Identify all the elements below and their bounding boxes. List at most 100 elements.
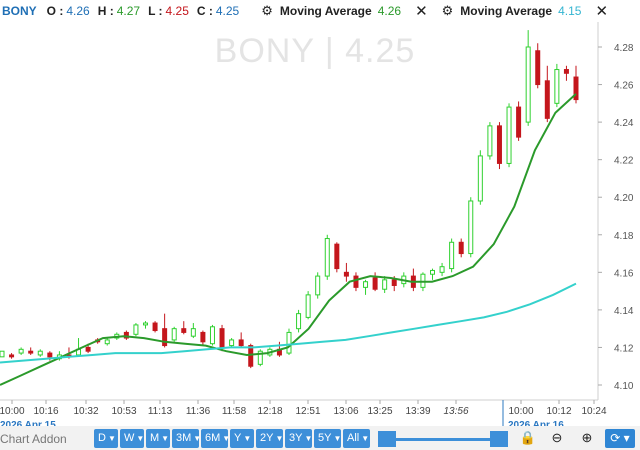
y-tick-label: 4.18 [614, 231, 634, 242]
candle-body [535, 50, 541, 86]
candle-body [238, 339, 244, 347]
x-tick-label: 13:06 [333, 406, 358, 417]
ma1-value: 4.26 [377, 4, 402, 18]
range-button-label: All [347, 432, 360, 444]
candle-body [343, 271, 349, 277]
x-tick-label: 10:24 [581, 406, 606, 417]
y-tick-label: 4.20 [614, 193, 634, 204]
candle-body [430, 269, 435, 275]
candle-body [143, 322, 148, 326]
x-tick-label: 11:13 [148, 406, 173, 417]
y-tick-label: 4.12 [614, 343, 634, 354]
caret-down-icon: ▼ [107, 434, 116, 443]
close-label: C : [196, 4, 213, 18]
range-button-2y[interactable]: 2Y ▼ [256, 429, 283, 448]
candle-body [200, 331, 206, 343]
x-tick-label: 13:56 [443, 406, 468, 417]
x-tick-label: 12:51 [295, 406, 320, 417]
y-tick-label: 4.26 [614, 81, 634, 92]
ma1-settings-gear-icon[interactable]: ⚙ [261, 3, 273, 18]
candle-body [487, 125, 493, 157]
range-button-m[interactable]: M ▼ [146, 429, 170, 448]
candle-body [353, 275, 359, 288]
moving-average-line [0, 282, 577, 364]
candle-body [382, 279, 388, 290]
caret-down-icon: ▼ [333, 434, 342, 443]
candle-body [391, 279, 397, 286]
range-button-label: 3Y [289, 432, 303, 444]
x-tick-label: 13:39 [405, 406, 430, 417]
x-tick-label: 11:58 [222, 406, 247, 417]
range-button-d[interactable]: D ▼ [94, 429, 118, 448]
range-button-all[interactable]: All ▼ [343, 429, 370, 448]
ma2-value: 4.15 [558, 4, 582, 18]
range-button-y[interactable]: Y ▼ [230, 429, 254, 448]
slider-track [378, 438, 508, 441]
candle-body [219, 328, 225, 348]
range-button-3m[interactable]: 3M ▼ [172, 429, 202, 448]
x-axis: 10:00 10:16 10:32 10:53 11:13 11:36 11:58 12:18… [0, 399, 607, 426]
candle-body [85, 346, 91, 352]
low-label: L : [148, 4, 163, 18]
x-tick-label: 10:32 [73, 406, 98, 417]
caret-down-icon: ▼ [193, 434, 202, 443]
candle-body [544, 80, 550, 119]
refresh-icon[interactable]: ⟳ ▾ [605, 429, 635, 448]
price-chart[interactable]: 4.10 4.12 4.14 4.16 4.18 4.20 4.22 4.24 4.26 4.28… [0, 22, 640, 426]
candle-body [439, 266, 445, 273]
candle-body [305, 294, 311, 318]
slider-left-handle[interactable] [378, 431, 396, 447]
ma2-settings-gear-icon[interactable]: ⚙ [441, 3, 454, 18]
x-tick-label: 10:00 [0, 406, 25, 417]
caret-down-icon: ▼ [222, 434, 231, 443]
candle-body [133, 324, 139, 335]
ma2-close-icon[interactable]: ✕ [595, 3, 609, 20]
y-tick-label: 4.28 [614, 43, 634, 54]
x-tick-label: 12:18 [257, 406, 282, 417]
candle-body [209, 326, 215, 345]
chart-addon-label[interactable]: Chart Addon [0, 432, 67, 446]
x-tick-label: 13:25 [367, 406, 392, 417]
slider-right-handle[interactable] [490, 431, 508, 447]
y-tick-label: 4.10 [614, 381, 634, 392]
moving-average-lines [0, 93, 577, 386]
candle-body [334, 243, 340, 270]
x-tick-label: 11:36 [186, 406, 211, 417]
ma1-label: Moving Average [279, 4, 372, 18]
high-label: H : [97, 4, 114, 18]
candle-body [315, 275, 321, 296]
caret-down-icon: ▼ [161, 434, 170, 443]
lock-icon[interactable]: 🔒 [519, 430, 537, 445]
x-tick-label: 10:12 [546, 406, 571, 417]
y-tick-label: 4.16 [614, 268, 634, 279]
ma1-close-icon[interactable]: ✕ [415, 3, 428, 20]
range-button-label: W [124, 432, 135, 444]
y-tick-label: 4.22 [614, 156, 634, 167]
candle-body [468, 200, 474, 255]
range-button-5y[interactable]: 5Y ▼ [314, 429, 341, 448]
candle-body [525, 46, 531, 123]
zoom-out-icon[interactable]: ⊖ [551, 430, 563, 445]
candle-body [257, 350, 263, 365]
candle-body [496, 125, 502, 164]
candle-body [104, 339, 110, 345]
candle-body [28, 350, 34, 354]
close-value: 4.25 [215, 4, 240, 18]
range-slider[interactable] [378, 430, 508, 448]
range-button-label: D [98, 432, 106, 444]
range-button-w[interactable]: W ▼ [120, 429, 144, 448]
open-value: 4.26 [66, 4, 90, 18]
candle-body [506, 106, 512, 164]
candle-body [9, 354, 15, 358]
range-button-3y[interactable]: 3Y ▼ [285, 429, 312, 448]
caret-down-icon: ▼ [304, 434, 313, 443]
symbol-watermark: BONY | 4.25 [214, 32, 416, 70]
open-label: O : [46, 4, 64, 18]
range-button-6m[interactable]: 6M ▼ [201, 429, 231, 448]
caret-down-icon: ▼ [243, 434, 252, 443]
candle-body [563, 69, 569, 74]
x-tick-label: 10:53 [111, 406, 136, 417]
zoom-in-icon[interactable]: ⊕ [581, 430, 593, 445]
range-button-label: M [150, 432, 160, 444]
candle-body [229, 339, 235, 347]
